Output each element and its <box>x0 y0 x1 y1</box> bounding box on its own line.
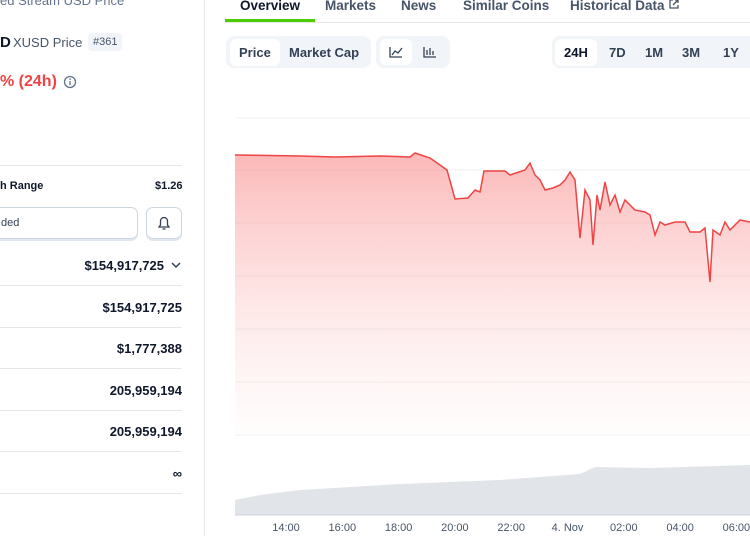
volume-bars <box>235 465 750 515</box>
x-tick-label: 16:00 <box>329 522 357 534</box>
x-tick-label: 4. Nov <box>552 522 584 534</box>
stat-row: 205,959,194 <box>0 410 182 452</box>
tab[interactable]: Overview <box>225 0 316 22</box>
divider <box>0 165 182 166</box>
x-tick-label: 14:00 <box>272 522 300 534</box>
stat-value: 205,959,194 <box>109 382 182 398</box>
input-text: ded <box>1 217 20 229</box>
external-icon <box>669 0 679 9</box>
period-button[interactable]: 3M <box>682 45 701 60</box>
chart-type-icons <box>380 39 436 65</box>
x-tick-label: 02:00 <box>610 522 638 534</box>
range-high: $1.26 <box>155 180 183 192</box>
stat-row: $1,777,388 <box>0 327 182 369</box>
toggle-button[interactable]: Price <box>230 39 280 66</box>
stat-value: $154,917,725 <box>102 299 182 315</box>
stat-row: $154,917,725 <box>0 244 182 286</box>
stat-value: 205,959,194 <box>109 424 182 439</box>
period-button[interactable]: 1Y <box>723 45 739 60</box>
tab[interactable]: News <box>401 0 437 13</box>
chart-type-group <box>376 36 450 68</box>
x-tick-label: 06:00 <box>723 522 750 534</box>
range-label: h Range <box>0 180 44 192</box>
stat-row: ∞ <box>0 452 182 494</box>
coin-symbol: XUSD Price <box>13 35 83 50</box>
tab[interactable]: Historical Data <box>570 0 680 13</box>
subtitle: ed Stream USD Price <box>0 0 125 8</box>
stat-row: $154,917,725 <box>0 286 182 328</box>
x-tick-label: 22:00 <box>497 522 525 534</box>
price-chart: 14:00 16:00 18:00 20:00 22:00 4. Nov 02:00 04:0… <box>234 117 750 534</box>
x-tick-label: 04:00 <box>666 522 694 534</box>
price-change: % (24h) <box>0 73 57 90</box>
x-tick-label: 20:00 <box>441 522 469 534</box>
chevron <box>171 262 181 269</box>
tab[interactable]: Similar Coins <box>463 0 550 13</box>
bell-icon <box>157 216 171 230</box>
bell-button[interactable] <box>146 207 182 239</box>
tab[interactable]: Markets <box>325 0 377 13</box>
alert-input[interactable]: ded <box>0 207 138 239</box>
stat-value: $154,917,725 <box>84 258 164 273</box>
period-button[interactable]: 7D <box>609 45 626 60</box>
tabs: Overview Markets News Similar Coins Historic… <box>225 0 750 23</box>
x-tick-label: 18:00 <box>385 522 413 534</box>
info-icon <box>63 75 77 89</box>
period-button[interactable]: 1M <box>645 45 664 60</box>
rank-badge: #361 <box>88 33 123 51</box>
panel-divider <box>204 0 205 536</box>
price-area <box>235 153 750 435</box>
coin-name: D <box>0 34 11 51</box>
price-line <box>234 152 750 283</box>
stat-row: 205,959,194 <box>0 369 182 411</box>
period-button[interactable]: 24H <box>555 39 597 66</box>
toggle-button[interactable]: Market Cap <box>289 45 360 60</box>
stat-value: $1,777,388 <box>116 341 182 356</box>
stat-value: ∞ <box>172 465 182 481</box>
